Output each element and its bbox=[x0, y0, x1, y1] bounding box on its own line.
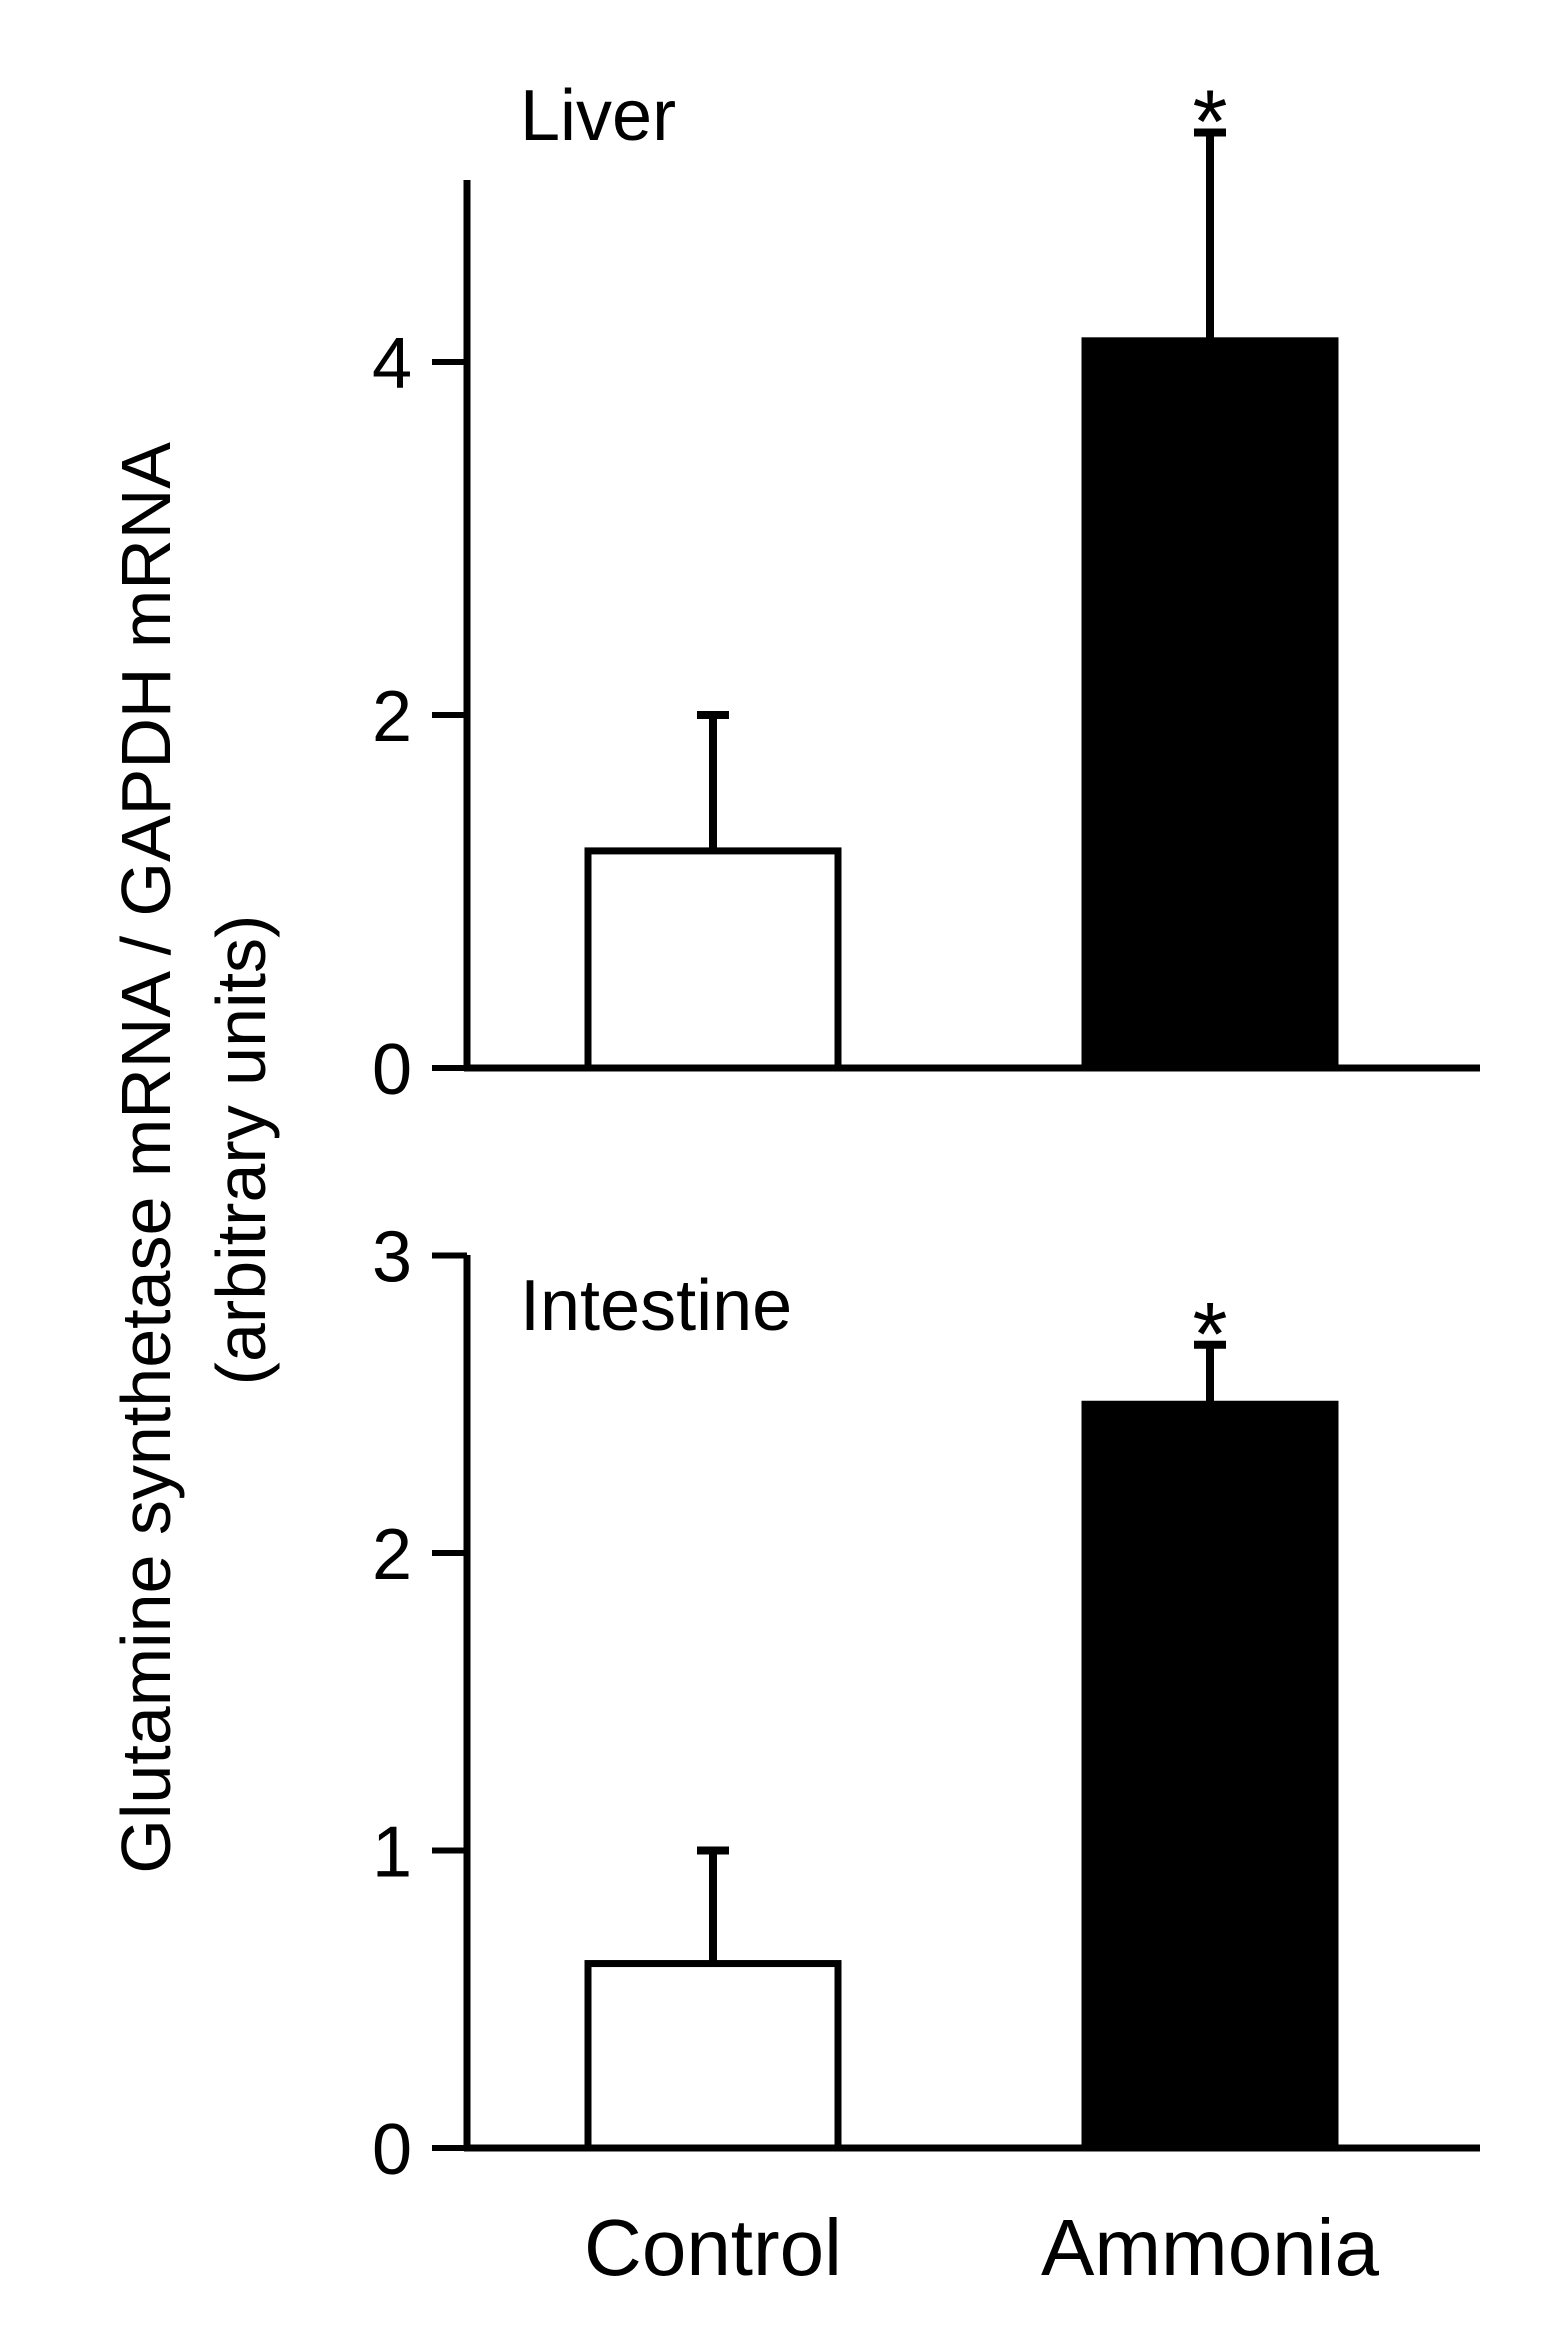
panel-liver: * 0 2 4 Liver bbox=[372, 73, 1480, 1110]
panel-title: Intestine bbox=[520, 1266, 792, 1346]
bar-control bbox=[584, 1960, 842, 2152]
y-axis-label: Glutamine synthetase mRNA / GAPDH mRNA (… bbox=[107, 426, 280, 1873]
y-tick-label: 3 bbox=[372, 1218, 412, 1298]
chart-panels: * 0 2 4 Liver * 0 1 2 3 Intestine bbox=[372, 73, 1480, 2190]
x-tick-label-control: Control bbox=[584, 2203, 842, 2292]
x-tick-label-ammonia: Ammonia bbox=[1041, 2203, 1379, 2292]
bar-ammonia bbox=[1081, 337, 1339, 1072]
y-axis-label-line-2: (arbitrary units) bbox=[202, 915, 280, 1386]
y-tick-label: 4 bbox=[372, 324, 412, 404]
category-labels: Control Ammonia bbox=[584, 2203, 1379, 2292]
y-tick-label: 0 bbox=[372, 1030, 412, 1110]
significance-marker: * bbox=[1192, 73, 1227, 173]
bar-ammonia bbox=[1081, 1400, 1339, 2152]
panel-title: Liver bbox=[520, 76, 676, 156]
significance-marker: * bbox=[1192, 1285, 1227, 1385]
y-tick-label: 2 bbox=[372, 677, 412, 757]
y-tick-label: 1 bbox=[372, 1813, 412, 1893]
panel-intestine: * 0 1 2 3 Intestine bbox=[372, 1218, 1480, 2190]
y-tick-label: 2 bbox=[372, 1515, 412, 1595]
bar-control bbox=[584, 847, 842, 1072]
y-axis-label-line-1: Glutamine synthetase mRNA / GAPDH mRNA bbox=[107, 442, 185, 1874]
y-tick-label: 0 bbox=[372, 2110, 412, 2190]
